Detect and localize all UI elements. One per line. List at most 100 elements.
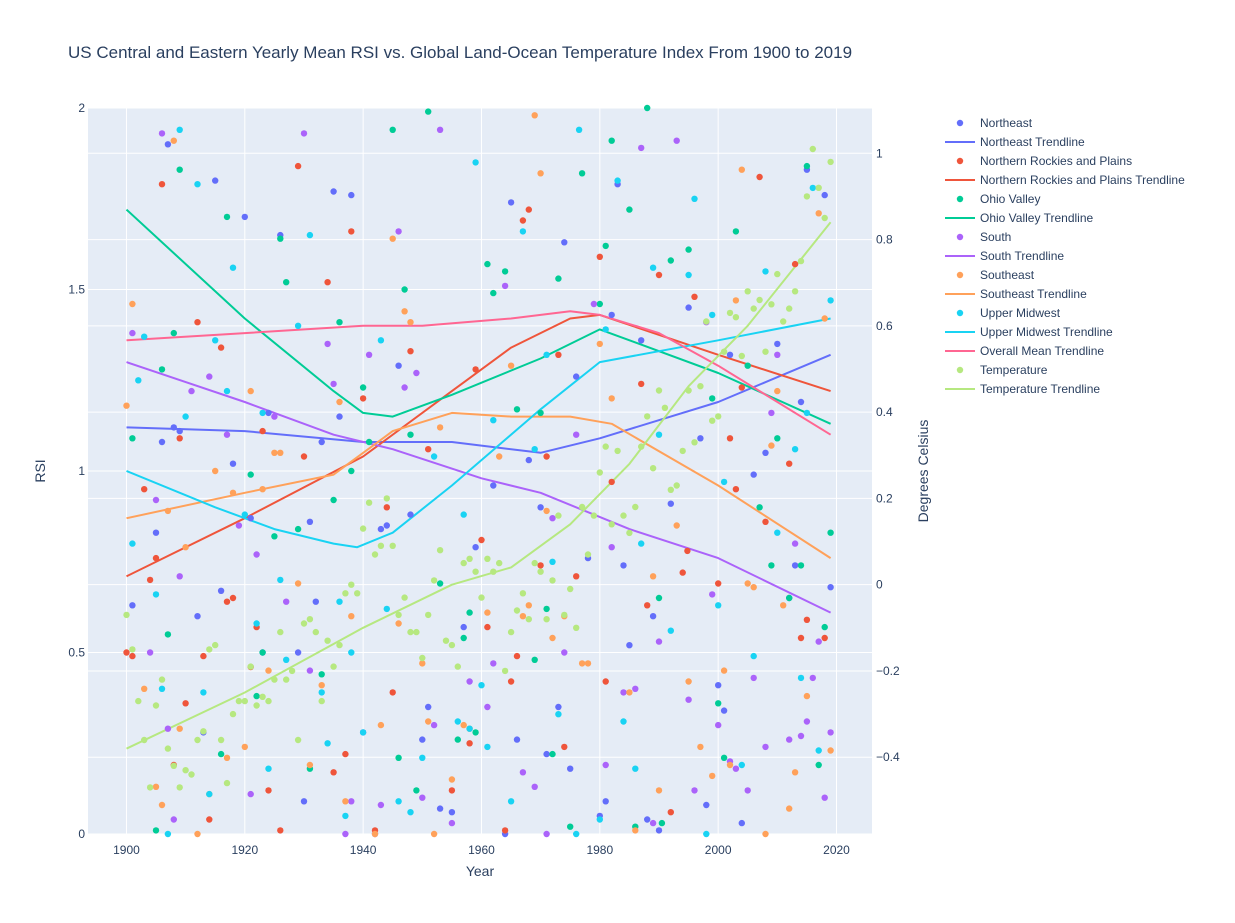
point-northeast bbox=[460, 623, 467, 631]
point-southeast bbox=[336, 398, 343, 406]
legend-item[interactable]: Overall Mean Trendline bbox=[945, 344, 1104, 358]
legend-item[interactable]: Northeast Trendline bbox=[945, 135, 1085, 149]
point-temperature bbox=[436, 547, 444, 554]
point-ohio-valley bbox=[596, 300, 603, 308]
legend-label: Northern Rockies and Plains Trendline bbox=[980, 173, 1185, 187]
point-temperature bbox=[342, 590, 349, 597]
point-temperature bbox=[791, 288, 799, 295]
legend-item[interactable]: Ohio Valley bbox=[956, 192, 1041, 206]
point-temperature bbox=[750, 305, 757, 312]
point-ohio-valley bbox=[608, 137, 615, 144]
point-northeast bbox=[567, 765, 574, 772]
point-southeast bbox=[709, 772, 716, 780]
point-upper-midwest bbox=[691, 195, 698, 202]
point-temperature bbox=[235, 697, 243, 705]
point-southeast bbox=[241, 743, 248, 751]
point-northeast bbox=[626, 642, 633, 649]
point-southeast bbox=[194, 830, 201, 838]
point-south bbox=[620, 689, 627, 696]
legend-item[interactable]: Northern Rockies and Plains bbox=[956, 154, 1132, 168]
point-ohio-valley bbox=[744, 362, 751, 369]
legend-item[interactable]: South Trendline bbox=[945, 249, 1064, 263]
point-upper-midwest bbox=[791, 446, 799, 453]
point-upper-midwest bbox=[318, 689, 325, 696]
point-northeast bbox=[448, 809, 456, 816]
point-temperature bbox=[371, 551, 379, 558]
point-southeast bbox=[655, 787, 663, 794]
point-upper-midwest bbox=[383, 605, 390, 613]
point-south bbox=[348, 798, 355, 805]
point-northeast bbox=[644, 816, 651, 823]
point-temperature bbox=[247, 663, 254, 670]
point-northeast bbox=[602, 798, 609, 805]
point-northeast bbox=[827, 584, 834, 591]
point-northeast bbox=[608, 311, 615, 319]
point-southeast bbox=[732, 297, 740, 304]
legend-item[interactable]: Northeast bbox=[956, 116, 1033, 130]
point-northern-rockies-and-plains bbox=[655, 271, 663, 279]
point-temperature bbox=[306, 616, 314, 623]
point-northern-rockies-and-plains bbox=[466, 740, 473, 747]
x-tick-label: 1940 bbox=[350, 843, 377, 857]
legend-label: Overall Mean Trendline bbox=[980, 344, 1104, 358]
point-temperature bbox=[507, 628, 515, 636]
point-southeast bbox=[129, 300, 136, 308]
y2-axis-label: Degrees Celsius bbox=[915, 420, 931, 523]
legend-item[interactable]: Upper Midwest Trendline bbox=[945, 325, 1113, 339]
point-ohio-valley bbox=[259, 649, 266, 656]
point-northern-rockies-and-plains bbox=[537, 562, 544, 569]
legend-item[interactable]: Temperature Trendline bbox=[945, 382, 1100, 396]
point-upper-midwest bbox=[141, 333, 148, 340]
legend-item[interactable]: Southeast Trendline bbox=[945, 287, 1087, 301]
point-upper-midwest bbox=[206, 790, 213, 798]
point-ohio-valley bbox=[815, 761, 822, 769]
point-temperature bbox=[667, 486, 674, 493]
point-temperature bbox=[300, 620, 308, 627]
point-southeast bbox=[608, 395, 615, 402]
point-upper-midwest bbox=[212, 337, 219, 344]
point-southeast bbox=[632, 827, 639, 834]
legend-item[interactable]: South bbox=[956, 230, 1012, 244]
point-ohio-valley bbox=[330, 496, 337, 504]
legend-item[interactable]: Southeast bbox=[956, 268, 1035, 282]
point-temperature bbox=[762, 348, 769, 355]
point-northern-rockies-and-plains bbox=[684, 547, 691, 555]
y2-tick-label: 1 bbox=[876, 146, 883, 160]
point-temperature bbox=[241, 697, 248, 705]
legend-item[interactable]: Northern Rockies and Plains Trendline bbox=[945, 173, 1185, 187]
point-upper-midwest bbox=[377, 337, 385, 344]
point-temperature bbox=[732, 314, 740, 321]
point-upper-midwest bbox=[200, 689, 207, 696]
point-ohio-valley bbox=[685, 246, 692, 253]
point-northern-rockies-and-plains bbox=[182, 700, 189, 707]
point-northeast bbox=[212, 177, 219, 184]
point-northern-rockies-and-plains bbox=[786, 460, 793, 467]
point-south bbox=[608, 544, 615, 551]
point-northeast bbox=[720, 707, 728, 714]
point-temperature bbox=[359, 525, 367, 532]
point-southeast bbox=[543, 507, 550, 515]
point-south bbox=[188, 387, 195, 395]
point-upper-midwest bbox=[306, 231, 314, 239]
point-ohio-valley bbox=[277, 235, 284, 242]
trendline-overall-mean-trendline bbox=[126, 310, 832, 436]
point-ohio-valley bbox=[217, 750, 225, 758]
point-northern-rockies-and-plains bbox=[200, 652, 207, 660]
point-southeast bbox=[182, 544, 189, 551]
point-northeast bbox=[525, 456, 532, 464]
point-upper-midwest bbox=[324, 740, 331, 747]
point-northern-rockies-and-plains bbox=[561, 743, 568, 751]
point-northern-rockies-and-plains bbox=[223, 598, 231, 605]
point-upper-midwest bbox=[283, 656, 290, 663]
legend-item[interactable]: Ohio Valley Trendline bbox=[945, 211, 1094, 225]
legend-item[interactable]: Upper Midwest bbox=[956, 306, 1061, 320]
point-temperature bbox=[578, 503, 586, 511]
point-temperature bbox=[466, 555, 473, 562]
legend-item[interactable]: Temperature bbox=[956, 363, 1048, 377]
point-southeast bbox=[265, 667, 272, 674]
point-southeast bbox=[247, 387, 254, 395]
point-temperature bbox=[354, 590, 361, 597]
legend[interactable]: Northeast Northeast Trendline Northern Roc… bbox=[945, 116, 1185, 396]
point-upper-midwest bbox=[223, 387, 231, 395]
point-upper-midwest bbox=[549, 558, 556, 565]
